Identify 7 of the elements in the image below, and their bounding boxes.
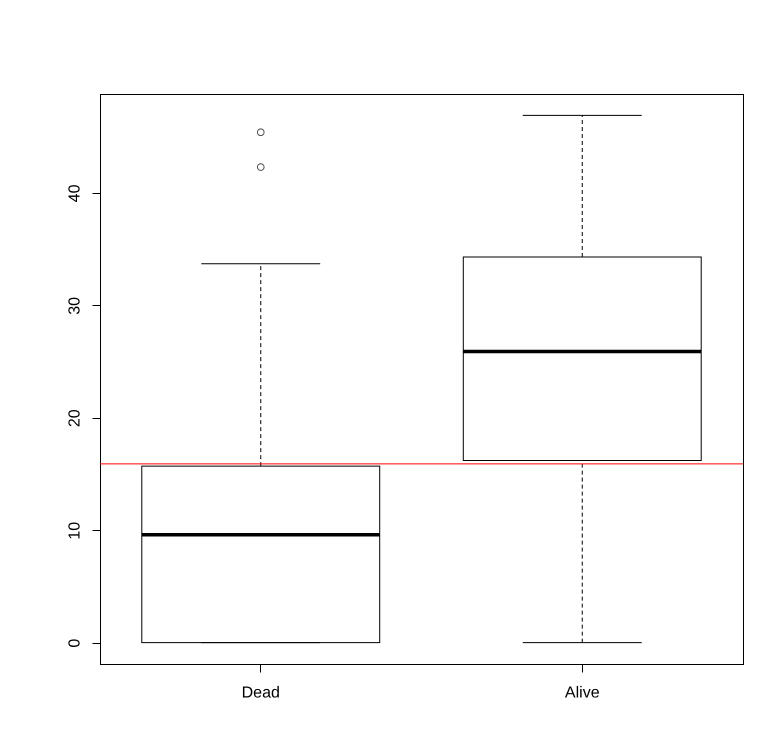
x-tick-label: Dead (242, 684, 280, 702)
y-tick-label: 20 (66, 409, 84, 428)
y-tick-label: 30 (66, 296, 84, 315)
y-tick-label: 10 (66, 522, 84, 540)
x-tick-label: Alive (564, 684, 600, 702)
y-tick-label: 40 (66, 184, 84, 202)
y-tick-label: 0 (66, 638, 84, 648)
